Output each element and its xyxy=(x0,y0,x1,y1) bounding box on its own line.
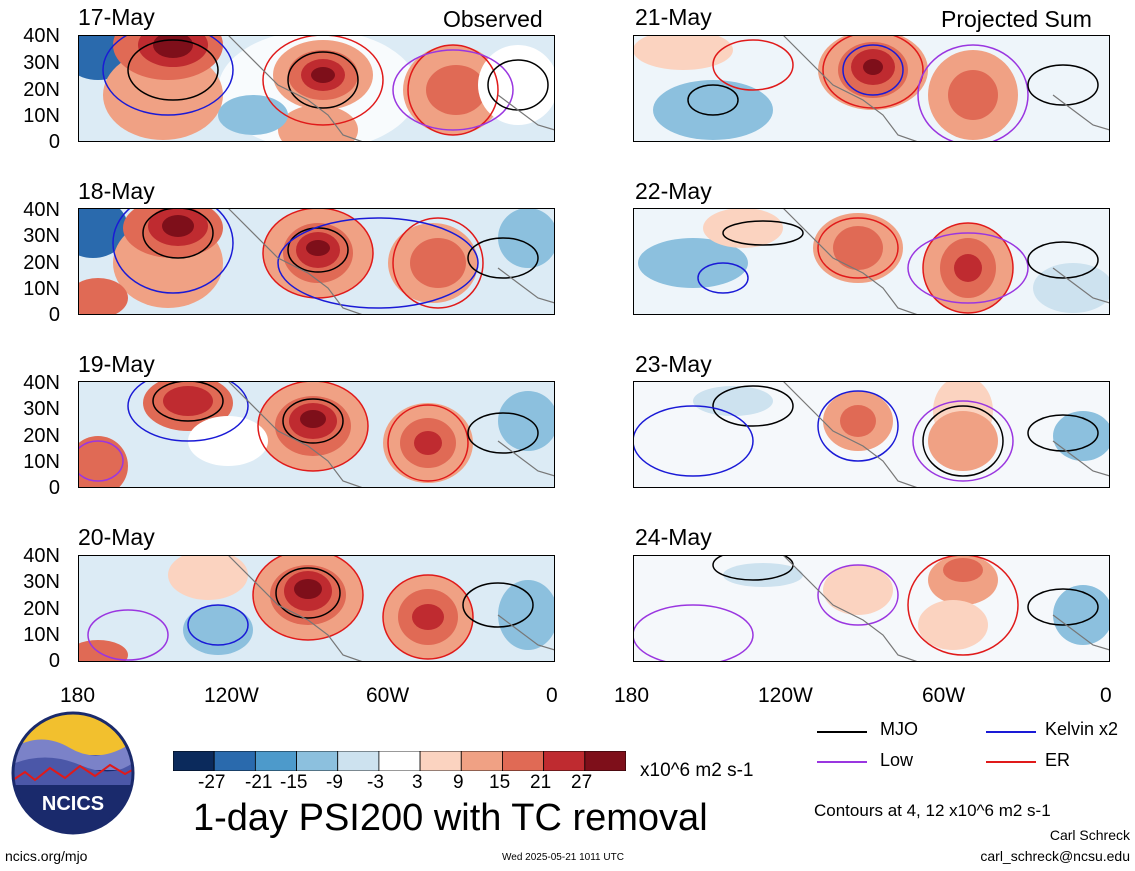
lat-label: 0 xyxy=(48,304,60,326)
lon-label: 120W xyxy=(758,684,813,707)
colorbar-swatch xyxy=(378,751,421,771)
legend-label-mjo: MJO xyxy=(880,719,918,739)
panel-date-18-may: 18-May xyxy=(78,178,155,204)
colorbar-swatch xyxy=(543,751,586,771)
colorbar-swatch xyxy=(502,751,545,771)
footer-timestamp: Wed 2025-05-21 1011 UTC xyxy=(502,852,624,863)
legend-label-kelvin: Kelvin x2 xyxy=(1045,719,1119,739)
panel-date-20-may: 20-May xyxy=(78,524,155,550)
colorbar-swatch xyxy=(213,751,256,771)
lon-label: 60W xyxy=(366,684,410,707)
panel-date-22-may: 22-May xyxy=(635,178,712,204)
colorbar-label: 15 xyxy=(489,772,511,793)
colorbar-swatch xyxy=(460,751,503,771)
lat-label: 0 xyxy=(48,131,60,153)
lat-label: 10N xyxy=(23,624,60,646)
panel-date-21-may: 21-May xyxy=(635,4,712,30)
colorbar-label: 9 xyxy=(453,772,464,793)
panel-date-23-may: 23-May xyxy=(635,351,712,377)
legend-line-low xyxy=(817,761,867,763)
colorbar-label: 3 xyxy=(412,772,423,793)
ncics-logo: NCICS xyxy=(11,711,135,835)
map-panel-22-may xyxy=(633,208,1110,315)
colorbar-swatch xyxy=(254,751,297,771)
lat-label: 30N xyxy=(23,52,60,74)
lat-label: 20N xyxy=(23,79,60,101)
colorbar xyxy=(173,751,626,771)
colorbar-swatch xyxy=(584,751,626,771)
legend-label-er: ER xyxy=(1045,750,1071,770)
panel-date-17-may: 17-May xyxy=(78,4,155,30)
lat-label: 20N xyxy=(23,598,60,620)
colorbar-label: 21 xyxy=(530,772,552,793)
panel-date-19-may: 19-May xyxy=(78,351,155,377)
projected-sum-label: Projected Sum xyxy=(941,6,1092,32)
colorbar-label: -27 xyxy=(198,772,226,793)
footer-url: ncics.org/mjo xyxy=(5,848,88,864)
colorbar-label: -3 xyxy=(367,772,384,793)
lon-label: 0 xyxy=(546,684,558,707)
lat-label: 40N xyxy=(23,372,60,394)
lat-label: 30N xyxy=(23,398,60,420)
lat-label: 30N xyxy=(23,225,60,247)
lon-label: 60W xyxy=(922,684,966,707)
colorbar-units: x10^6 m2 s-1 xyxy=(640,760,754,781)
colorbar-label: -15 xyxy=(280,772,308,793)
lon-label: 0 xyxy=(1100,684,1112,707)
lat-label: 0 xyxy=(48,650,60,672)
legend-line-kelvin xyxy=(986,731,1036,733)
lat-label: 10N xyxy=(23,105,60,127)
colorbar-swatch xyxy=(296,751,339,771)
lat-label: 40N xyxy=(23,25,60,47)
map-panel-23-may xyxy=(633,381,1110,488)
colorbar-swatch xyxy=(337,751,380,771)
colorbar-swatch xyxy=(419,751,462,771)
map-panel-20-may xyxy=(78,555,555,662)
colorbar-swatch xyxy=(173,751,215,771)
map-panel-17-may xyxy=(78,35,555,142)
map-panel-24-may xyxy=(633,555,1110,662)
lat-label: 20N xyxy=(23,252,60,274)
lat-label: 30N xyxy=(23,571,60,593)
colorbar-label: -9 xyxy=(326,772,343,793)
contours-note: Contours at 4, 12 x10^6 m2 s-1 xyxy=(814,801,1051,820)
lat-label: 20N xyxy=(23,425,60,447)
map-panel-21-may xyxy=(633,35,1110,142)
panel-date-24-may: 24-May xyxy=(635,524,712,550)
lon-label: 120W xyxy=(204,684,259,707)
footer-email: carl_schreck@ncsu.edu xyxy=(980,848,1130,864)
lat-label: 0 xyxy=(48,477,60,499)
logo-text: NCICS xyxy=(42,793,104,815)
legend-label-low: Low xyxy=(880,750,914,770)
map-panel-19-may xyxy=(78,381,555,488)
lat-label: 40N xyxy=(23,545,60,567)
lon-label: 180 xyxy=(60,684,96,707)
lat-label: 10N xyxy=(23,451,60,473)
legend-line-mjo xyxy=(817,731,867,733)
legend-line-er xyxy=(986,761,1036,763)
colorbar-label: -21 xyxy=(245,772,273,793)
footer-author: Carl Schreck xyxy=(1049,827,1130,843)
colorbar-label: 27 xyxy=(571,772,593,793)
map-panel-18-may xyxy=(78,208,555,315)
main-title: 1-day PSI200 with TC removal xyxy=(193,797,708,839)
lon-label: 180 xyxy=(614,684,650,707)
observed-label: Observed xyxy=(443,6,543,32)
lat-label: 40N xyxy=(23,199,60,221)
lat-label: 10N xyxy=(23,278,60,300)
